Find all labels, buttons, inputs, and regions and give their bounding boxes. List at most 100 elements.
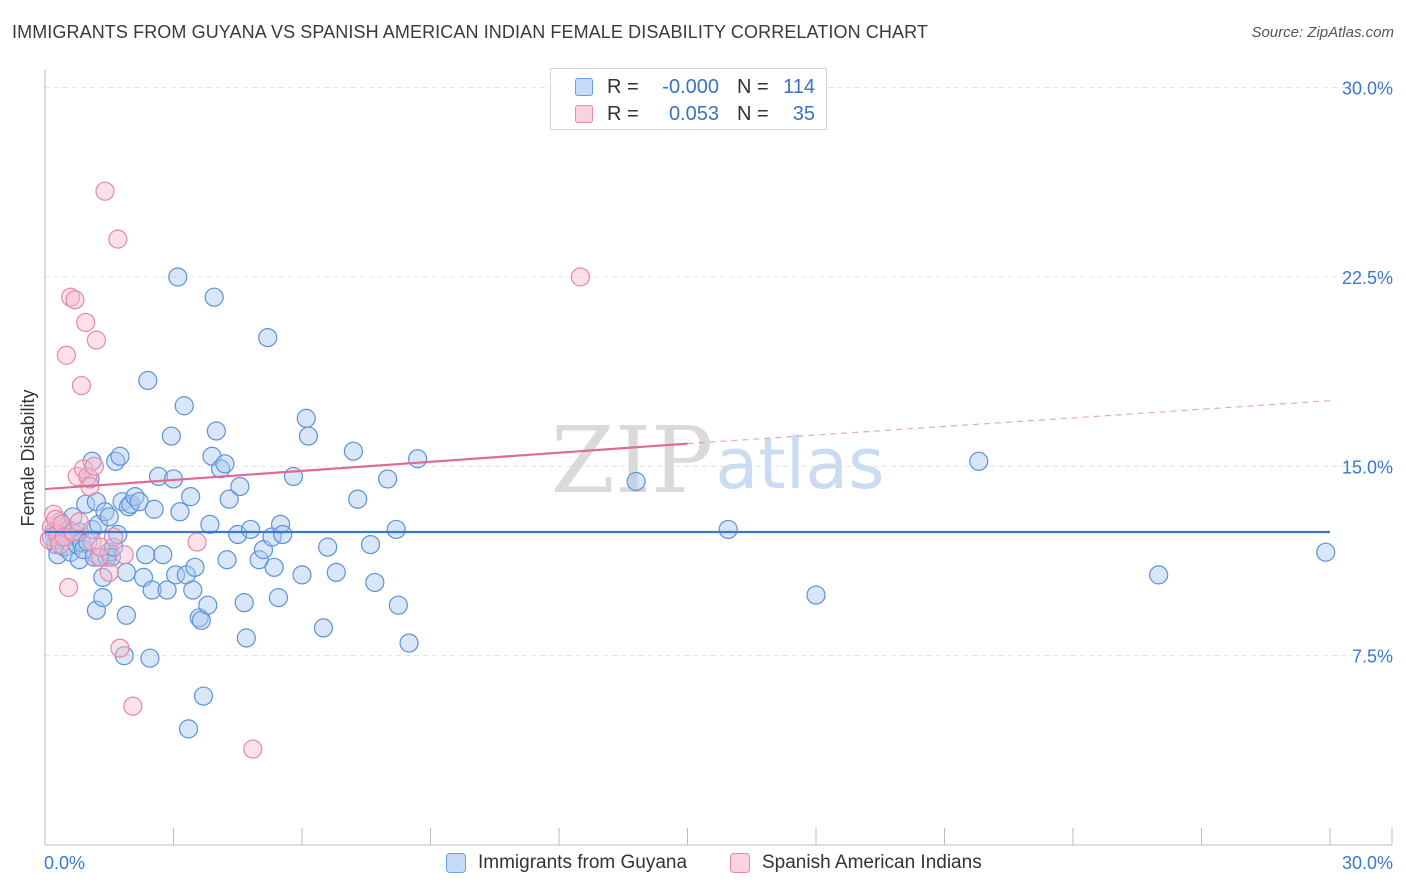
point-spanish-american-indian xyxy=(114,545,134,565)
legend-n-label: N = xyxy=(737,102,769,125)
chart-source: Source: ZipAtlas.com xyxy=(1251,24,1394,41)
point-guyana xyxy=(313,618,334,638)
point-guyana xyxy=(93,588,113,608)
point-spanish-american-indian xyxy=(56,345,77,365)
point-guyana xyxy=(264,557,284,577)
point-guyana xyxy=(386,519,406,540)
point-spanish-american-indian xyxy=(71,375,92,396)
point-guyana xyxy=(136,545,156,565)
point-spanish-american-indian xyxy=(67,466,87,487)
point-guyana xyxy=(142,580,162,600)
point-guyana xyxy=(1316,542,1336,562)
legend-n-label: N = xyxy=(737,75,769,98)
point-guyana xyxy=(343,441,363,461)
point-guyana xyxy=(217,550,237,570)
point-guyana xyxy=(215,454,235,474)
legend-r-value: 0.053 xyxy=(668,102,719,125)
point-spanish-american-indian xyxy=(99,562,119,582)
point-spanish-american-indian xyxy=(108,229,128,249)
point-guyana xyxy=(138,370,158,391)
point-guyana xyxy=(292,565,312,585)
point-guyana xyxy=(298,426,319,446)
point-guyana xyxy=(118,497,139,517)
point-spanish-american-indian xyxy=(95,181,115,201)
point-guyana xyxy=(408,449,428,469)
bottom-legend-label-spanish-american-indian: Spanish American Indians xyxy=(762,852,982,873)
legend-swatch-guyana xyxy=(575,78,593,96)
bottom-legend-label-guyana: Immigrants from Guyana xyxy=(478,852,688,873)
point-guyana xyxy=(178,719,199,739)
point-guyana xyxy=(326,562,346,582)
point-guyana xyxy=(219,489,239,509)
point-guyana xyxy=(228,524,248,545)
point-spanish-american-indian xyxy=(91,537,111,557)
legend-row-spanish-american-indian: R = 0.053 N = 35 xyxy=(575,102,815,126)
point-spanish-american-indian xyxy=(69,512,89,532)
points-layer xyxy=(39,181,1336,759)
point-guyana xyxy=(86,600,107,620)
watermark-zip: ZIP xyxy=(551,407,713,514)
point-guyana xyxy=(170,502,190,522)
point-spanish-american-indian xyxy=(86,330,107,350)
point-guyana xyxy=(718,519,738,540)
point-guyana xyxy=(168,267,188,287)
point-guyana xyxy=(166,565,186,585)
bottom-legend-swatch-guyana xyxy=(446,853,466,873)
point-guyana xyxy=(378,469,398,489)
y-tick-label: 22.5% xyxy=(1342,268,1393,288)
point-guyana xyxy=(181,487,201,507)
bottom-legend-swatch-spanish-american-indian xyxy=(730,853,750,873)
y-tick-label: 30.0% xyxy=(1342,79,1393,99)
watermark-atlas: atlas xyxy=(715,423,884,505)
point-guyana xyxy=(249,550,269,570)
point-spanish-american-indian xyxy=(84,456,104,476)
point-guyana xyxy=(185,557,205,577)
point-guyana xyxy=(318,537,338,557)
legend-r-label: R = xyxy=(607,102,639,125)
y-tick-label: 15.0% xyxy=(1342,457,1393,477)
point-guyana xyxy=(236,628,256,648)
bottom-legend-guyana: Immigrants from Guyana xyxy=(446,852,687,874)
point-guyana xyxy=(296,408,316,428)
point-guyana xyxy=(174,396,194,416)
y-axis-label: Female Disability xyxy=(18,389,38,526)
point-guyana xyxy=(157,580,177,600)
point-spanish-american-indian xyxy=(123,696,143,716)
point-guyana xyxy=(360,534,381,555)
point-guyana xyxy=(116,562,136,582)
point-guyana xyxy=(140,648,160,668)
point-guyana xyxy=(144,499,164,519)
point-guyana xyxy=(110,446,130,466)
point-guyana xyxy=(200,514,220,534)
point-guyana xyxy=(153,545,173,565)
point-guyana xyxy=(241,519,261,540)
point-guyana xyxy=(258,327,278,348)
axis-layer xyxy=(44,70,1393,846)
point-spanish-american-indian xyxy=(243,739,263,759)
point-guyana xyxy=(193,686,214,706)
point-guyana xyxy=(161,426,181,446)
point-spanish-american-indian xyxy=(187,532,207,552)
point-guyana xyxy=(348,489,368,509)
point-spanish-american-indian xyxy=(46,509,66,529)
legend-n-value: 114 xyxy=(783,75,815,98)
point-guyana xyxy=(969,451,989,471)
point-guyana xyxy=(206,421,226,441)
legend-r-label: R = xyxy=(607,75,639,98)
point-guyana xyxy=(183,580,203,600)
legend-row-guyana: R = -0.000 N = 114 xyxy=(575,75,815,99)
trendline-spanish-american-indian xyxy=(44,442,688,491)
point-spanish-american-indian xyxy=(570,267,591,287)
point-guyana xyxy=(204,287,224,307)
point-guyana xyxy=(99,507,119,527)
point-guyana xyxy=(268,588,289,608)
point-spanish-american-indian xyxy=(110,638,130,658)
trend-layer xyxy=(44,400,1331,534)
point-guyana xyxy=(93,567,113,588)
legend-n-value: 35 xyxy=(792,102,815,125)
trendline-spanish-american-indian-extension xyxy=(687,400,1331,445)
point-spanish-american-indian xyxy=(58,577,79,598)
point-guyana xyxy=(234,593,254,613)
chart-title: IMMIGRANTS FROM GUYANA VS SPANISH AMERIC… xyxy=(12,22,928,42)
